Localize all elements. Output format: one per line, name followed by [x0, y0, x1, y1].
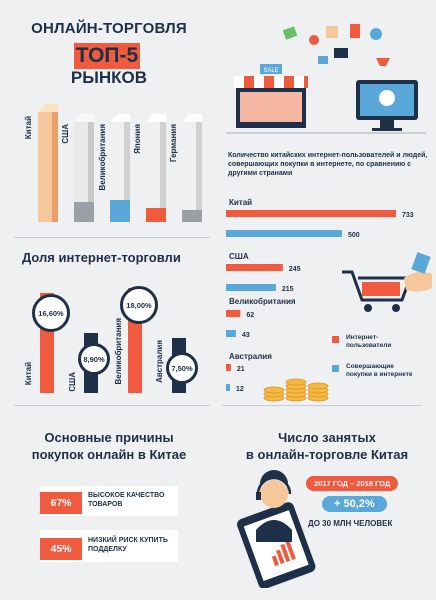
- employment-title-line1: Число занятых: [278, 430, 376, 445]
- country-label-china: Китай: [229, 198, 253, 207]
- reason-text-1b: ТОВАРОВ: [88, 501, 123, 508]
- reason-text-1a: ВЫСОКОЕ КАЧЕСТВО: [88, 492, 165, 499]
- cart-illustration: [342, 252, 432, 312]
- svg-text:SALE: SALE: [263, 68, 278, 74]
- divider: [14, 405, 210, 406]
- legend-shoppers: Совершающие покупки в интернете: [346, 363, 413, 378]
- country-label-usa: США: [229, 252, 249, 261]
- pillar-uk: [110, 114, 130, 222]
- bar-label-shoppers-3: 12: [236, 386, 244, 393]
- bar-label-users-0: 733: [402, 212, 414, 219]
- bar-shoppers-3: [226, 384, 230, 391]
- legend-swatch-shoppers: [332, 365, 339, 372]
- shopping-cart-icon: [342, 270, 413, 312]
- reason-pct-2: 45%: [40, 538, 82, 560]
- pillar-label-china: Китай: [24, 116, 33, 140]
- bar-shoppers-0: [226, 230, 342, 237]
- employment-growth: + 50,2%: [322, 496, 387, 512]
- reason-text-2b: ПОДДЕЛКУ: [88, 546, 127, 553]
- pillar-label-germany: Германия: [169, 124, 178, 163]
- pillar-japan: [146, 114, 166, 222]
- country-label-uk: Великобритания: [229, 297, 296, 306]
- store-front-icon: SALE: [234, 64, 308, 128]
- pillar-label-japan: Япония: [133, 124, 142, 154]
- call-center-operator-icon: [256, 470, 292, 542]
- share-circle-usa: 8,90%: [78, 343, 110, 375]
- operator-illustration: [237, 470, 316, 588]
- product-icons: [282, 24, 390, 66]
- pillar-china: [38, 104, 58, 222]
- bar-users-2: [226, 310, 241, 317]
- pillar-usa: [74, 114, 94, 222]
- divider: [222, 405, 422, 406]
- share-circle-australia: 7,50%: [166, 352, 198, 384]
- bar-users-1: [226, 264, 283, 271]
- share-circle-uk: 18,00%: [120, 286, 158, 324]
- coin-stack-icon: [263, 378, 329, 402]
- share-circle-china: 16,60%: [32, 294, 70, 332]
- reasons-title-line2: покупок онлайн в Китае: [31, 447, 187, 462]
- bar-users-0: [226, 210, 396, 217]
- bar-label-users-1: 245: [289, 266, 301, 273]
- share-label-china: Китай: [24, 362, 33, 386]
- share-label-usa: США: [68, 372, 77, 392]
- computer-monitor-icon: [356, 80, 418, 131]
- top5-highlight: [74, 43, 140, 69]
- reason-pct-1: 67%: [40, 492, 82, 514]
- employment-title-line2: в онлайн-торговле Китая: [245, 447, 409, 462]
- bar-label-shoppers-1: 215: [282, 286, 294, 293]
- divider: [14, 237, 210, 238]
- bar-label-users-3: 21: [237, 366, 245, 373]
- shopping-illustration: SALE: [226, 24, 426, 134]
- employment-period: 2017 ГОД – 2018 ГОД: [306, 476, 399, 491]
- legend-swatch-users: [332, 336, 339, 343]
- pillar-germany: [182, 114, 202, 222]
- bar-label-users-2: 62: [246, 312, 254, 319]
- share-label-uk: Великобритания: [114, 318, 123, 385]
- bar-users-3: [226, 364, 231, 371]
- users-bar-chart: 733 500 245 215 62 43 21 12: [226, 210, 414, 393]
- bar-label-shoppers-2: 43: [242, 332, 250, 339]
- bar-shoppers-1: [226, 284, 276, 291]
- markets-subtitle: РЫНКОВ: [70, 68, 148, 87]
- top-markets-pillars: [38, 104, 202, 222]
- employment-note: ДО 30 МЛН ЧЕЛОВЕК: [308, 519, 393, 528]
- pillar-label-uk: Великобритания: [98, 124, 107, 191]
- share-label-australia: Австралия: [155, 340, 164, 383]
- smartphone-icon: [237, 502, 316, 588]
- pillar-label-usa: США: [61, 124, 70, 144]
- bar-shoppers-2: [226, 330, 236, 337]
- share-title: Доля интернет-торговли: [22, 250, 181, 265]
- country-label-australia: Австралия: [229, 352, 272, 361]
- main-title: ОНЛАЙН-ТОРГОВЛЯ: [31, 20, 187, 37]
- users-chart-title: Количество китайских интернет-пользовате…: [228, 152, 428, 177]
- reasons-title-line1: Основные причины: [44, 430, 174, 445]
- top5-label: ТОП-5: [75, 44, 139, 67]
- reason-text-2a: НИЗКИЙ РИСК КУПИТЬ: [88, 537, 168, 544]
- legend-users: Интернет-пользователи: [346, 334, 392, 349]
- bar-label-shoppers-0: 500: [348, 232, 360, 239]
